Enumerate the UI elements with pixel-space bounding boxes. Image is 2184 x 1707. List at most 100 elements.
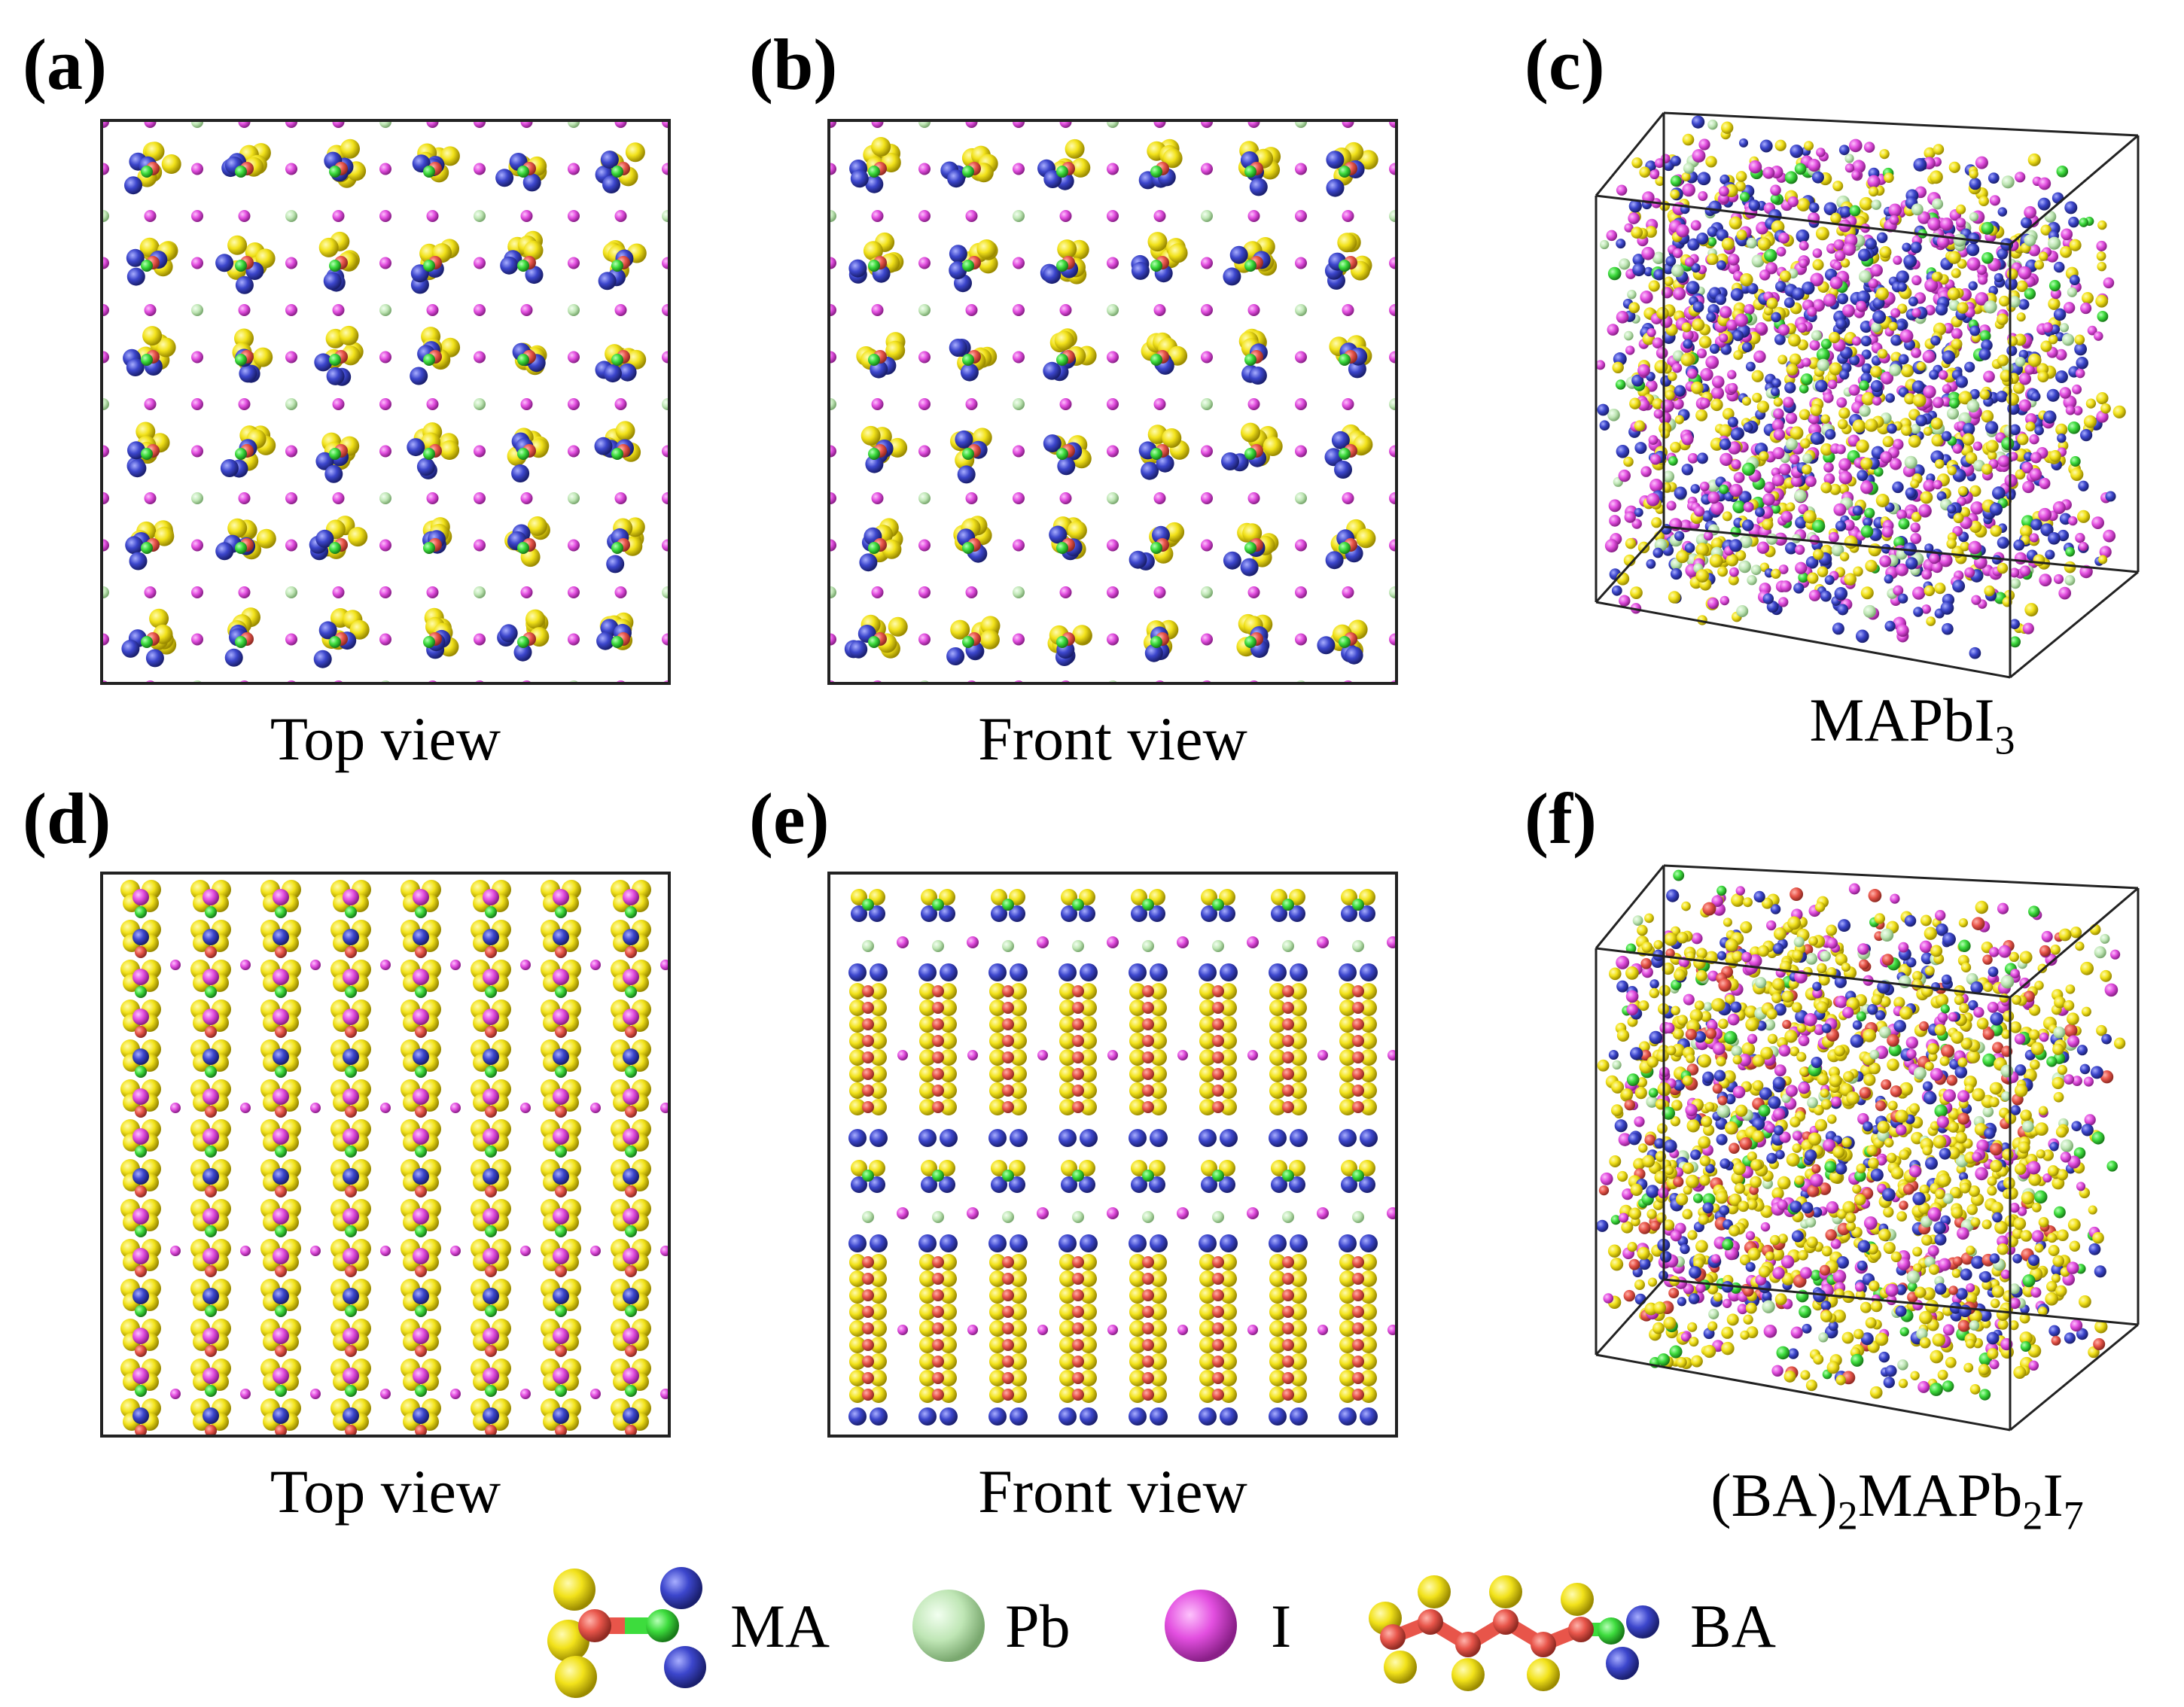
cube-atom xyxy=(1663,1316,1677,1330)
nitrogen-bond-atom xyxy=(1339,260,1351,272)
carbon-atom xyxy=(625,1026,637,1038)
hydrogen-atom xyxy=(1220,1304,1237,1320)
cube-atom xyxy=(1939,218,1954,231)
cube-atom xyxy=(1985,440,1999,453)
cube-atom xyxy=(1848,384,1860,396)
carbon-atom xyxy=(932,1256,944,1268)
carbon-atom xyxy=(932,1101,944,1113)
cube-atom xyxy=(1719,438,1732,451)
hydrogen-atom xyxy=(1263,437,1283,456)
cube-atom xyxy=(2040,340,2052,352)
iodine-atom xyxy=(1247,586,1260,598)
carbon-atom xyxy=(1282,1273,1294,1285)
panel-label-b: (b) xyxy=(749,24,838,105)
lattice-atom xyxy=(191,492,203,504)
cube-atom xyxy=(1805,555,1819,569)
cube-atom xyxy=(1808,159,1821,172)
hydrogen-atom xyxy=(1360,1049,1377,1066)
nitrogen-atom xyxy=(1149,905,1165,922)
cube-atom xyxy=(1947,288,1960,300)
nitrogen-atom xyxy=(1271,1176,1287,1193)
nitrogen-atom xyxy=(623,1288,639,1304)
cube-atom xyxy=(1810,431,1823,446)
carbon-atom xyxy=(932,1018,944,1030)
cube-atom xyxy=(1790,145,1804,158)
cube-atom xyxy=(2038,177,2051,190)
cube-atom xyxy=(1823,473,1835,485)
iodine-atom xyxy=(1250,680,1258,682)
iodine-atom xyxy=(1201,445,1213,458)
nitrogen-atom xyxy=(865,455,884,473)
cube-atom xyxy=(1641,247,1655,260)
nitrogen-atom xyxy=(1043,361,1062,380)
cube-atom xyxy=(1953,233,1966,247)
cube-atom xyxy=(1957,259,1967,269)
nitrogen-atom xyxy=(273,1168,289,1185)
cube-atom xyxy=(1917,211,1931,224)
iodine-atom xyxy=(967,1325,978,1335)
nitrogen-atom xyxy=(1049,525,1068,544)
hydrogen-atom xyxy=(849,1016,866,1033)
carbon-atom xyxy=(205,946,217,958)
cube-atom xyxy=(1849,205,1861,217)
hydrogen-atom xyxy=(1059,1049,1076,1066)
hydrogen-atom xyxy=(1010,1320,1027,1337)
cube-atom xyxy=(1882,436,1894,448)
hydrogen-atom xyxy=(940,1000,957,1016)
cube-atom xyxy=(1824,575,1835,586)
carbon-atom xyxy=(932,1389,944,1401)
lattice-atom xyxy=(830,122,836,128)
iodine-atom xyxy=(310,960,321,970)
cube-atom xyxy=(1849,354,1860,366)
cube-atom xyxy=(2037,371,2049,383)
hydrogen-atom xyxy=(1290,1049,1307,1066)
cube-atom xyxy=(1916,1328,1928,1340)
cube-atom xyxy=(1719,333,1729,343)
hydrogen-atom xyxy=(1353,434,1373,455)
iodine-atom xyxy=(379,351,391,364)
cube-atom xyxy=(1670,441,1681,453)
cube-atom xyxy=(1703,531,1713,541)
hydrogen-atom xyxy=(1290,1082,1307,1099)
cube-atom xyxy=(2056,165,2069,178)
cube-atom xyxy=(2030,519,2042,531)
cube-atom xyxy=(1932,397,1944,409)
cube-atom xyxy=(2078,480,2089,491)
cube-atom xyxy=(1829,362,1842,376)
cube-atom xyxy=(1652,251,1665,265)
cube-atom xyxy=(2039,477,2051,489)
nitrogen-bond-atom xyxy=(1339,166,1351,178)
cube-atom xyxy=(2025,421,2036,432)
cube-atom xyxy=(1682,133,1695,146)
iodine-atom xyxy=(1247,398,1260,410)
hydrogen-atom xyxy=(1360,1033,1377,1049)
cube-atom xyxy=(1729,216,1742,230)
hydrogen-atom xyxy=(1129,1066,1146,1082)
nitrogen-bond-atom xyxy=(611,260,623,272)
cube-atom xyxy=(1838,145,1850,156)
hydrogen-atom xyxy=(989,1337,1006,1353)
cube-atom xyxy=(1798,572,1809,583)
hydrogen-atom xyxy=(1220,1049,1237,1066)
cube-atom xyxy=(1832,181,1844,192)
cube-atom xyxy=(1710,398,1723,412)
cube-atom xyxy=(1834,975,1847,988)
cube-atom xyxy=(1729,567,1739,577)
lattice-atom xyxy=(379,492,391,504)
cube-atom xyxy=(1898,518,1910,530)
carbon-atom xyxy=(862,1256,874,1268)
hydrogen-atom xyxy=(1199,1304,1216,1320)
nitrogen-bond-atom xyxy=(611,354,623,366)
iodine-atom xyxy=(662,633,668,646)
nitrogen-atom xyxy=(483,1168,499,1185)
iodine-atom xyxy=(1342,586,1354,598)
nitrogen-atom xyxy=(483,1288,499,1304)
cube-atom xyxy=(1889,215,1899,225)
cube-edge xyxy=(1663,525,2139,574)
hydrogen-atom xyxy=(870,1049,887,1066)
cube-atom xyxy=(1628,199,1642,213)
nitrogen-atom xyxy=(203,1368,219,1384)
hydrogen-atom xyxy=(861,425,881,446)
lattice-atom xyxy=(379,304,391,316)
nitrogen-atom xyxy=(988,1234,1007,1252)
